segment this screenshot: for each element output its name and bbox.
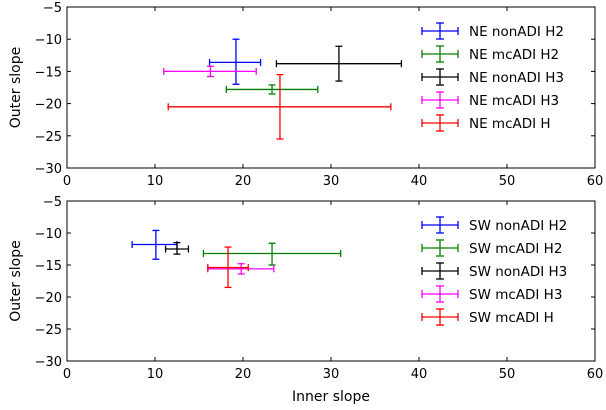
y-tick-label: −30 [35,355,62,370]
legend-label: NE nonADI H3 [469,70,564,86]
legend-item: NE mcADI H2 [421,45,559,63]
x-tick-label: 60 [587,367,604,382]
x-tick-label: 40 [411,174,428,189]
errorbar-ne-nonadi-h3 [275,45,403,82]
legend-item: SW nonADI H2 [421,216,567,234]
x-tick-label: 0 [63,174,71,189]
legend-label: NE mcADI H [469,116,551,132]
legend-item: SW mcADI H [421,308,554,326]
y-tick-label: −5 [43,195,62,210]
x-tick-label: 50 [499,174,516,189]
y-axis-label: Outer slope [8,240,24,321]
legend-item: NE nonADI H3 [421,68,564,86]
x-tick-label: 10 [147,174,164,189]
legend-label: NE mcADI H3 [469,93,559,109]
errorbar-sw-nonadi-h2 [131,229,178,260]
legend-item: SW mcADI H3 [421,285,562,303]
x-tick-label: 50 [499,367,516,382]
x-tick-label: 60 [587,174,604,189]
x-tick-label: 20 [235,367,252,382]
errorbar-ne-mcadi-h2 [225,84,319,95]
errorbar-ne-mcadi-h [167,73,392,140]
legend-item: SW nonADI H3 [421,262,567,280]
legend-label: SW nonADI H3 [469,264,567,280]
errorbar-sw-nonadi-h3 [164,241,190,255]
plot-frame [66,6,596,169]
y-tick-label: −5 [43,1,62,16]
y-tick-label: −15 [35,65,62,80]
errorbar-sw-mcadi-h3 [207,263,275,275]
legend-item: NE mcADI H [421,114,551,132]
y-tick-label: −30 [35,162,62,177]
x-tick-label: 40 [411,367,428,382]
legend-item: NE mcADI H3 [421,91,559,109]
legend-label: SW mcADI H3 [469,287,562,303]
y-axis-label: Outer slope [8,47,24,128]
errorbar-ne-nonadi-h2 [208,38,262,85]
errorbar-sw-mcadi-h2 [202,242,342,266]
errorbar-ne-mcadi-h3 [163,65,257,78]
y-tick-label: −25 [35,323,62,338]
legend-label: SW nonADI H2 [469,218,567,234]
legend: NE nonADI H2 NE mcADI H2 NE nonADI H3 NE mc… [421,22,564,132]
y-tick-label: −10 [35,33,62,48]
legend-item: NE nonADI H2 [421,22,564,40]
plot-frame [66,200,596,362]
panel-top: 0 10 20 30 40 50 60 −5 −10 −15 −20 −25 −30 Outer slop… [8,1,603,189]
y-tick-label: −15 [35,259,62,274]
y-tick-label: −20 [35,291,62,306]
y-tick-label: −25 [35,130,62,145]
x-tick-label: 20 [235,174,252,189]
legend-label: NE mcADI H2 [469,47,559,63]
legend-label: SW mcADI H [469,310,554,326]
legend-label: NE nonADI H2 [469,24,564,40]
x-axis-label: Inner slope [292,389,370,405]
legend-label: SW mcADI H2 [469,241,562,257]
x-tick-label: 30 [323,174,340,189]
legend-item: SW mcADI H2 [421,239,562,257]
y-tick-label: −20 [35,98,62,113]
x-tick-label: 0 [63,367,71,382]
panel-bottom: 0 10 20 30 40 50 60 −5 −10 −15 −20 −25 −30 Outer slop… [8,195,603,405]
errorbar-sw-mcadi-h [207,246,249,289]
y-tick-label: −10 [35,227,62,242]
x-tick-label: 30 [323,367,340,382]
legend: SW nonADI H2 SW mcADI H2 SW nonADI H3 SW mc… [421,216,567,326]
x-tick-label: 10 [147,367,164,382]
